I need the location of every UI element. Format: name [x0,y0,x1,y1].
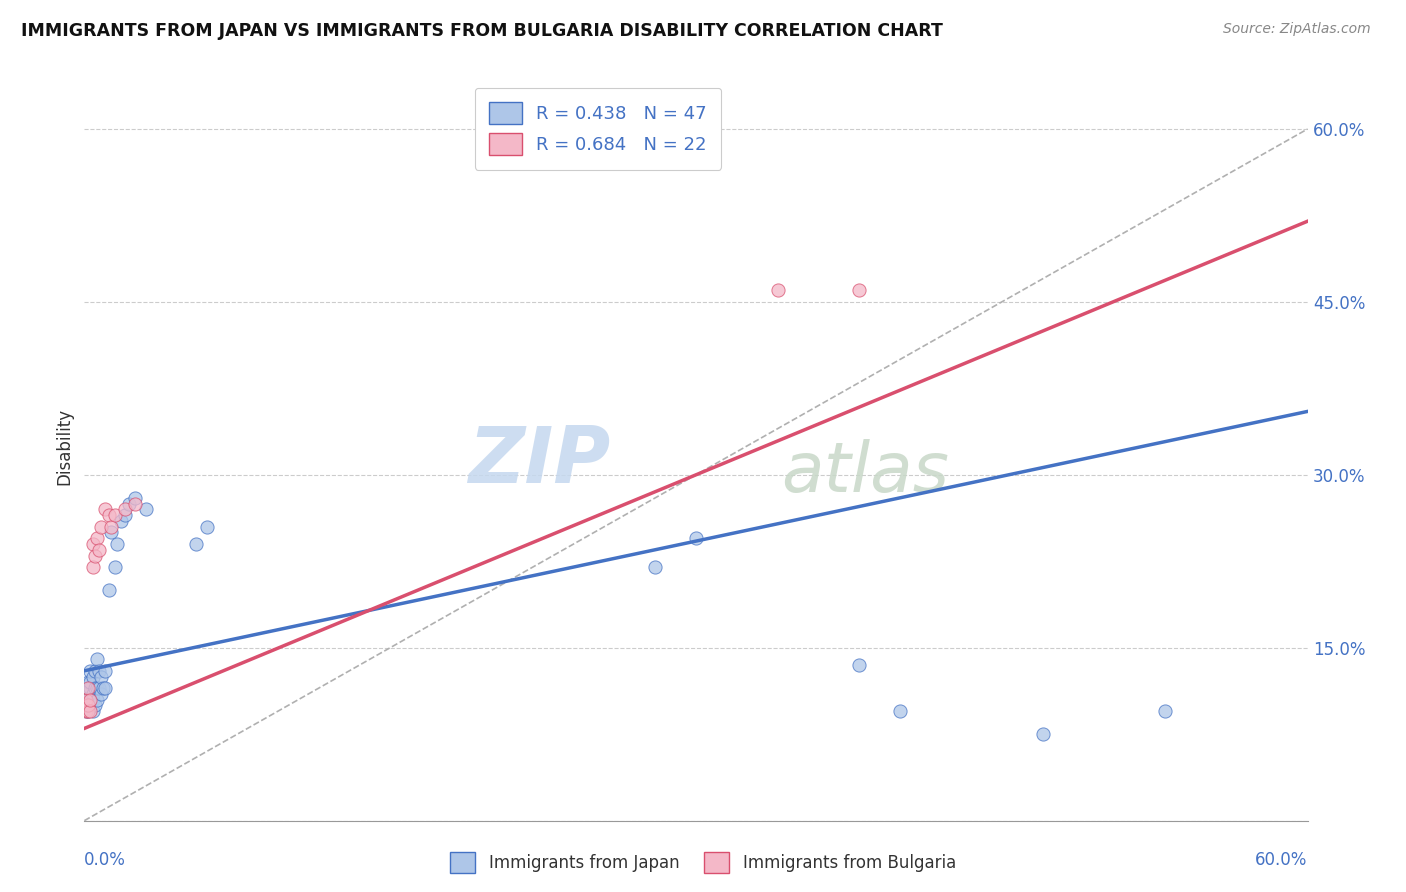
Point [110,514,132,528]
Point [124,497,146,511]
Point [93,681,115,695]
Legend: R = 0.438   N = 47, R = 0.684   N = 22: R = 0.438 N = 47, R = 0.684 N = 22 [475,88,721,169]
Point [77,698,100,713]
Point [86,531,108,545]
Point [83,698,105,713]
Point [87,664,110,678]
Point [186,537,208,551]
Point [100,519,122,533]
Point [644,560,666,574]
Point [97,508,120,523]
Point [135,502,157,516]
Point [77,704,100,718]
Point [83,664,105,678]
Point [77,681,100,695]
Point [104,508,127,523]
Point [100,525,122,540]
Point [75,687,97,701]
Point [104,560,127,574]
Point [82,692,104,706]
Point [83,681,105,695]
Point [82,560,104,574]
Point [97,583,120,598]
Point [114,502,136,516]
Point [766,284,789,298]
Text: IMMIGRANTS FROM JAPAN VS IMMIGRANTS FROM BULGARIA DISABILITY CORRELATION CHART: IMMIGRANTS FROM JAPAN VS IMMIGRANTS FROM… [21,22,943,40]
Point [86,681,108,695]
Point [77,692,100,706]
Point [1032,727,1054,741]
Point [90,669,112,683]
Point [79,704,101,718]
Text: 0.0%: 0.0% [84,851,127,869]
Point [82,704,104,718]
Point [77,704,100,718]
Point [79,681,101,695]
Point [75,704,97,718]
Point [118,497,141,511]
Point [93,664,115,678]
Point [75,692,97,706]
Point [124,491,146,505]
Text: 60.0%: 60.0% [1256,851,1308,869]
Point [79,692,101,706]
Point [86,692,108,706]
Point [79,675,101,690]
Point [91,681,114,695]
Point [82,537,104,551]
Point [75,692,97,706]
Point [87,542,110,557]
Point [82,669,104,683]
Point [105,537,128,551]
Point [848,658,870,673]
Point [77,681,100,695]
Point [195,519,218,533]
Text: ZIP: ZIP [468,423,610,499]
Point [75,704,97,718]
Point [75,698,97,713]
Point [90,687,112,701]
Point [82,687,104,701]
Point [79,664,101,678]
Point [83,549,105,563]
Point [848,284,870,298]
Point [77,698,100,713]
Point [889,704,911,718]
Point [93,502,115,516]
Point [75,698,97,713]
Point [1154,704,1177,718]
Legend: Immigrants from Japan, Immigrants from Bulgaria: Immigrants from Japan, Immigrants from B… [443,846,963,880]
Point [87,681,110,695]
Text: Source: ZipAtlas.com: Source: ZipAtlas.com [1223,22,1371,37]
Point [114,508,136,523]
Point [90,519,112,533]
Y-axis label: Disability: Disability [55,408,73,484]
Point [685,531,707,545]
Point [77,675,100,690]
Text: atlas: atlas [782,439,949,506]
Point [79,698,101,713]
Point [86,652,108,666]
